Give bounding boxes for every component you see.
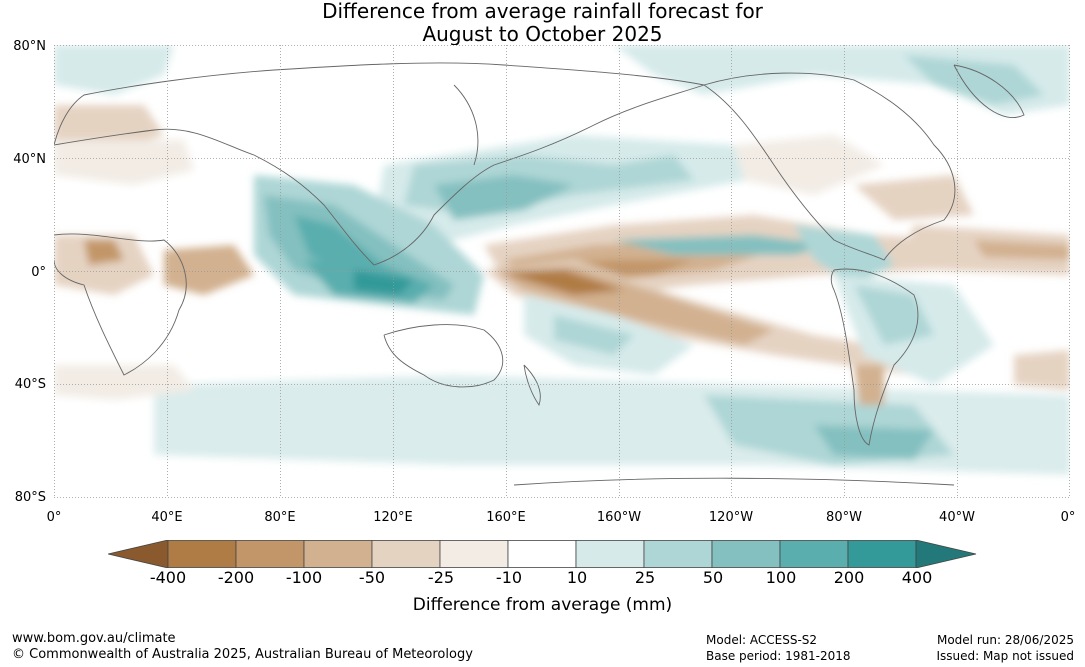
lat-label-0: 0° <box>31 265 46 280</box>
colorbar-cell <box>779 540 849 568</box>
lat-label-80n: 80°N <box>13 39 46 54</box>
rainfall-difference-map <box>54 45 1070 498</box>
colorbar-cell <box>167 540 237 568</box>
colorbar-extend-low <box>108 540 169 568</box>
lon-label-160w: 160°W <box>596 510 642 525</box>
map-canvas <box>54 45 1070 498</box>
colorbar-extend-high <box>915 540 977 568</box>
colorbar-cell <box>847 540 917 568</box>
colorbar-tick: -100 <box>285 568 323 587</box>
lon-label-80w: 80°W <box>826 510 862 525</box>
colorbar-cell <box>235 540 305 568</box>
coastlines <box>54 62 1025 486</box>
model-text: Model: ACCESS-S2 <box>706 633 818 647</box>
colorbar-cell <box>507 540 577 568</box>
copyright-text: © Commonwealth of Australia 2025, Austra… <box>12 647 473 662</box>
colorbar-tick: -10 <box>495 568 523 587</box>
lon-label-120e: 120°E <box>373 510 413 525</box>
chart-title: Difference from average rainfall forecas… <box>0 0 1085 46</box>
colorbar-tick: -50 <box>358 568 386 587</box>
colorbar-tick: 100 <box>765 568 797 587</box>
colorbar-cell <box>711 540 781 568</box>
lat-label-40s: 40°S <box>14 377 46 392</box>
colorbar-tick: -400 <box>149 568 187 587</box>
graticule <box>54 45 1070 498</box>
colorbar-cell <box>575 540 645 568</box>
colorbar-cell <box>371 540 441 568</box>
model-run-text: Model run: 28/06/2025 <box>936 633 1074 647</box>
issued-text: Issued: Map not issued <box>936 649 1074 663</box>
colorbar-tick: 10 <box>566 568 588 587</box>
base-period-text: Base period: 1981-2018 <box>706 649 851 663</box>
colorbar-tick: 50 <box>702 568 724 587</box>
colorbar-cell <box>643 540 713 568</box>
colorbar-tick: 400 <box>901 568 933 587</box>
colorbar <box>108 540 977 568</box>
lon-label-40e: 40°E <box>151 510 183 525</box>
lat-label-80s: 80°S <box>14 490 46 505</box>
colorbar-tick: 200 <box>833 568 865 587</box>
anomaly-field <box>54 45 1070 475</box>
colorbar-tick: -200 <box>217 568 255 587</box>
colorbar-cell <box>439 540 509 568</box>
colorbar-tick: 25 <box>634 568 656 587</box>
lon-label-0-east: 0° <box>1060 510 1076 525</box>
lat-label-40n: 40°N <box>13 152 46 167</box>
colorbar-label: Difference from average (mm) <box>412 595 673 615</box>
lon-label-40w: 40°W <box>939 510 975 525</box>
colorbar-cells <box>108 540 977 568</box>
colorbar-tick: -25 <box>427 568 455 587</box>
colorbar-cell <box>303 540 373 568</box>
lon-label-160e: 160°E <box>486 510 526 525</box>
title-line-2: August to October 2025 <box>422 22 663 46</box>
title-line-1: Difference from average rainfall forecas… <box>322 0 763 23</box>
lon-label-0: 0° <box>46 510 62 525</box>
lon-label-80e: 80°E <box>264 510 296 525</box>
website-text: www.bom.gov.au/climate <box>12 631 176 646</box>
lon-label-120w: 120°W <box>708 510 754 525</box>
